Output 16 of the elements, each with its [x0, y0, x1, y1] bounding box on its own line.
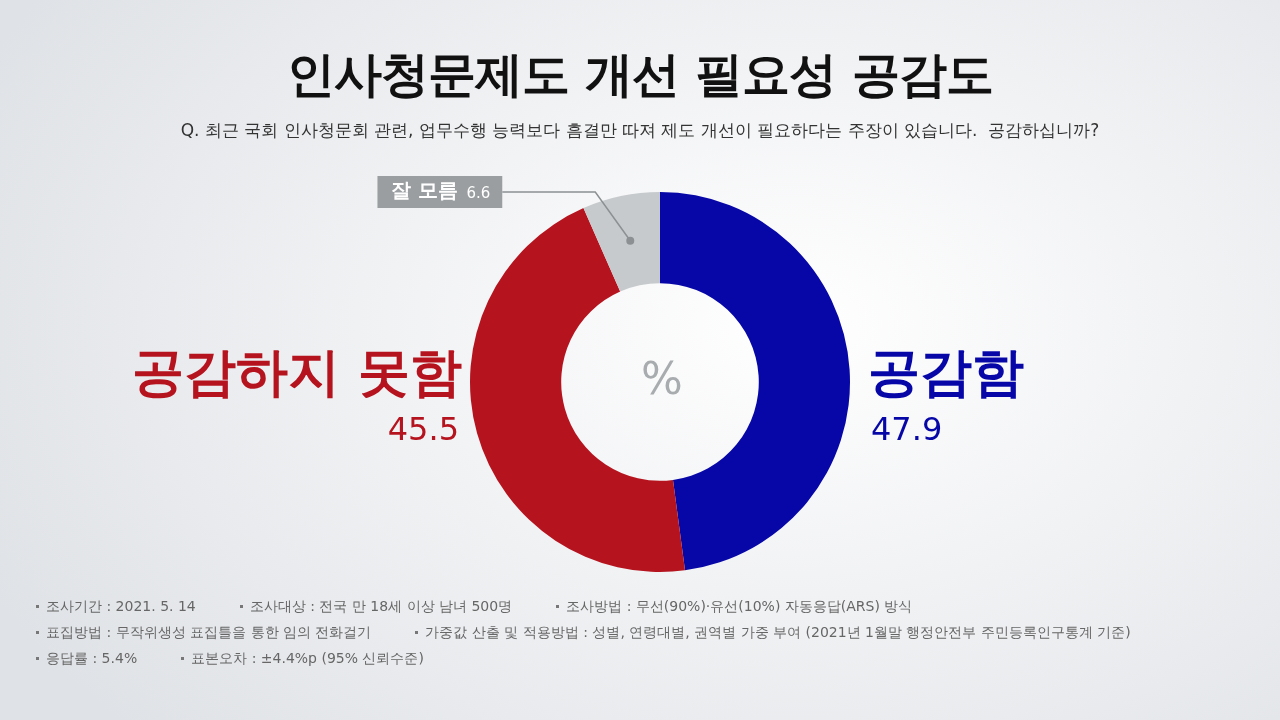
data-label: 47.9	[871, 410, 943, 448]
text: 조사방법 : 무선(90%)·유선(10%) 자동응답(ARS) 방식	[556, 596, 913, 616]
data-label: 6.6	[466, 183, 491, 202]
chart-subtitle: Q. 최근 국회 인사청문회 관련, 업무수행 능력보다 흠결만 따져 제도 개선이 필요하다는 주장이 있습니다. 공감하십니까?	[179, 119, 1101, 142]
slice-label: 잘 모름	[391, 178, 459, 203]
text: 표본오차 : ±4.4%p (95% 신뢰수준)	[181, 648, 424, 668]
slice-label: 공감하지 못함	[131, 342, 462, 402]
text: 조사기간 : 2021. 5. 14	[36, 596, 196, 616]
text: %	[641, 353, 683, 405]
slice-label: 공감함	[868, 342, 1024, 402]
text: 가중값 산출 및 적용방법 : 성별, 연령대별, 권역별 가중 부여 (2021년 1월말 행정안전부 주민등록인구통계 기준)	[415, 622, 1131, 642]
text: 조사대상 : 전국 만 18세 이상 남녀 500명	[239, 596, 513, 616]
data-label: 45.5	[387, 410, 459, 448]
chart-title: 인사청문제도 개선 필요성 공감도	[286, 45, 994, 104]
text: 표집방법 : 무작위생성 표집틀을 통한 임의 전화걸기	[36, 622, 372, 642]
text: 응답률 : 5.4%	[36, 648, 138, 668]
